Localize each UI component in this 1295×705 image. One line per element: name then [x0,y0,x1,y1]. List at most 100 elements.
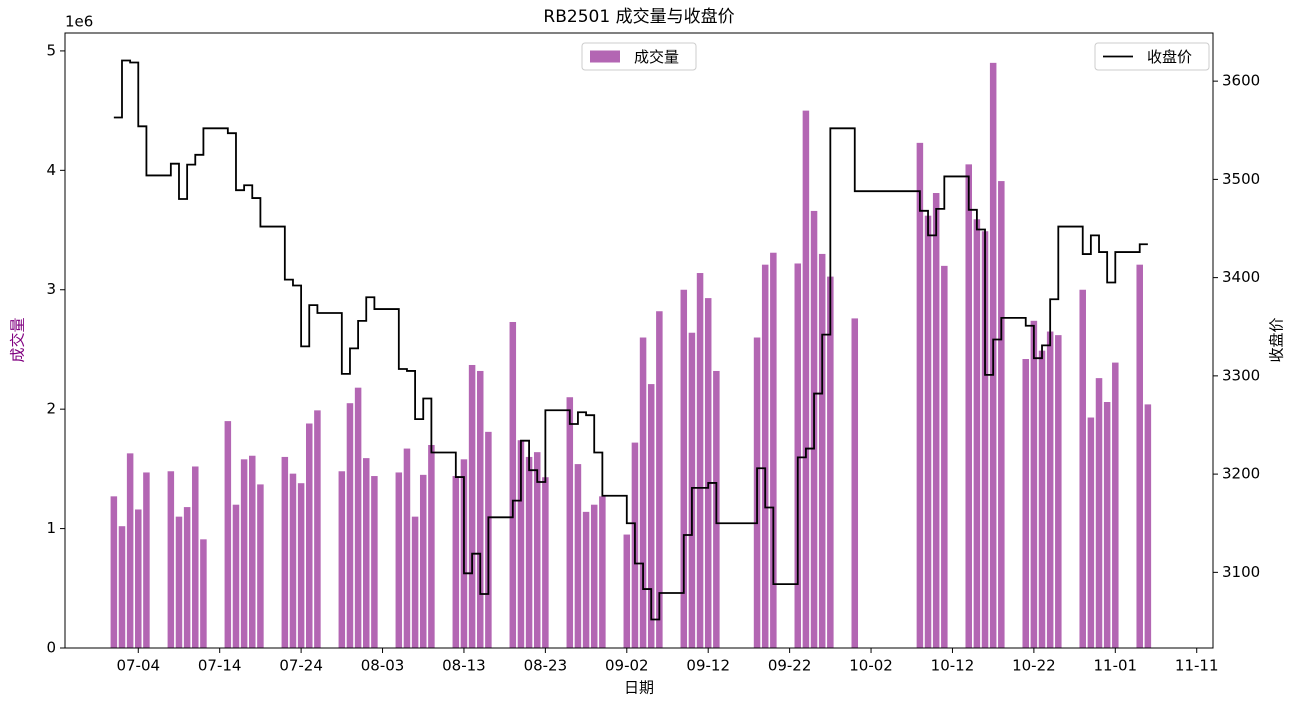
volume-bar [403,448,411,648]
volume-bar [289,473,297,648]
volume-bar [1087,417,1095,648]
volume-bar [566,397,574,648]
volume-bar [818,253,826,648]
x-axis-label: 日期 [624,679,654,697]
x-tick-label: 07-14 [198,657,242,675]
x-tick-label: 08-03 [361,657,405,675]
volume-bar [419,474,427,648]
volume-bar [932,193,940,649]
chart-title: RB2501 成交量与收盘价 [543,7,734,27]
x-tick-label: 10-22 [1012,657,1056,675]
volume-bar [338,471,346,648]
volume-bar [696,273,704,648]
x-tick-label: 11-01 [1094,657,1138,675]
y-offset-label: 1e6 [65,13,93,31]
volume-bar [362,458,370,648]
volume-bar [590,504,598,648]
volume-bar [305,423,313,648]
volume-bar [525,456,533,648]
y-tick-label: 3 [46,280,56,298]
volume-bar [1030,320,1038,648]
volume-bar [851,318,859,648]
volume-bar [126,453,134,648]
volume-bar [704,298,712,648]
volume-bar [192,466,199,648]
volume-bar [371,476,378,648]
plot-frame [64,32,1214,649]
volume-bar [827,276,834,648]
y-axis-label: 成交量 [9,317,27,362]
x-tick-label: 10-02 [849,657,893,675]
volume-bar [981,231,989,648]
volume-bar [175,516,183,648]
volume-bar [965,164,973,648]
volume-bar [476,370,484,648]
x-tick-label: 08-23 [524,657,568,675]
volume-bar [533,452,541,648]
x-tick-label: 07-04 [116,657,160,675]
volume-bar [1144,404,1152,648]
volume-bar [110,496,118,648]
volume-bar [428,444,435,648]
x-tick-label: 11-11 [1175,657,1219,675]
volume-bar [1055,335,1062,648]
y2-tick-label: 3400 [1222,268,1260,286]
y-tick-label: 5 [46,41,56,59]
volume-bar [656,311,663,648]
volume-bar [794,263,802,648]
legend-patch [590,50,620,63]
y2-tick-label: 3100 [1222,563,1260,581]
volume-bar [1038,350,1046,648]
y2-tick-label: 3600 [1222,72,1260,90]
volume-bar [973,219,981,648]
volume-bar [240,459,248,648]
legend-label: 成交量 [634,48,679,66]
volume-bar [924,215,932,648]
volume-bar [297,483,305,648]
y-tick-label: 4 [46,161,56,179]
volume-bar [314,410,321,648]
volume-bar [224,421,232,648]
legend-box [1094,42,1210,71]
volume-bar [118,526,126,648]
volume-bar [249,455,256,648]
volume-bar [281,456,289,648]
close-price-line [113,59,1148,621]
volume-bar [599,496,606,648]
volume-bar [517,440,525,648]
y-tick-label: 0 [46,639,56,657]
volume-bar [639,337,647,648]
y-tick-label: 2 [46,400,56,418]
volume-bar [582,511,590,648]
volume-bar [647,384,655,648]
volume-bar [257,484,264,648]
volume-bar [1046,331,1054,648]
x-tick-label: 09-02 [605,657,649,675]
y2-axis-label: 收盘价 [1268,317,1286,362]
x-tick-label: 10-12 [931,657,975,675]
volume-bar [1095,378,1103,648]
volume-bar [1136,264,1143,648]
volume-bar [574,464,582,648]
y2-tick-label: 3300 [1222,366,1260,384]
volume-bar [346,403,354,648]
volume-bar [1112,362,1119,648]
volume-bar [998,181,1005,648]
volume-bar [183,507,191,648]
volume-bar [167,471,175,648]
legend-label: 收盘价 [1147,48,1192,66]
volume-bar [542,477,549,648]
volume-bar [232,504,240,648]
y2-tick-label: 3200 [1222,465,1260,483]
volume-bar [509,321,517,648]
volume-bar [1022,359,1029,648]
volume-bar [941,265,948,648]
volume-bar [623,534,631,648]
volume-bar [916,142,924,648]
volume-bar [143,472,150,648]
volume-bar [802,110,810,649]
y-tick-label: 1 [46,519,56,537]
legend: 收盘价 [1094,42,1210,71]
volume-bar [680,289,688,648]
